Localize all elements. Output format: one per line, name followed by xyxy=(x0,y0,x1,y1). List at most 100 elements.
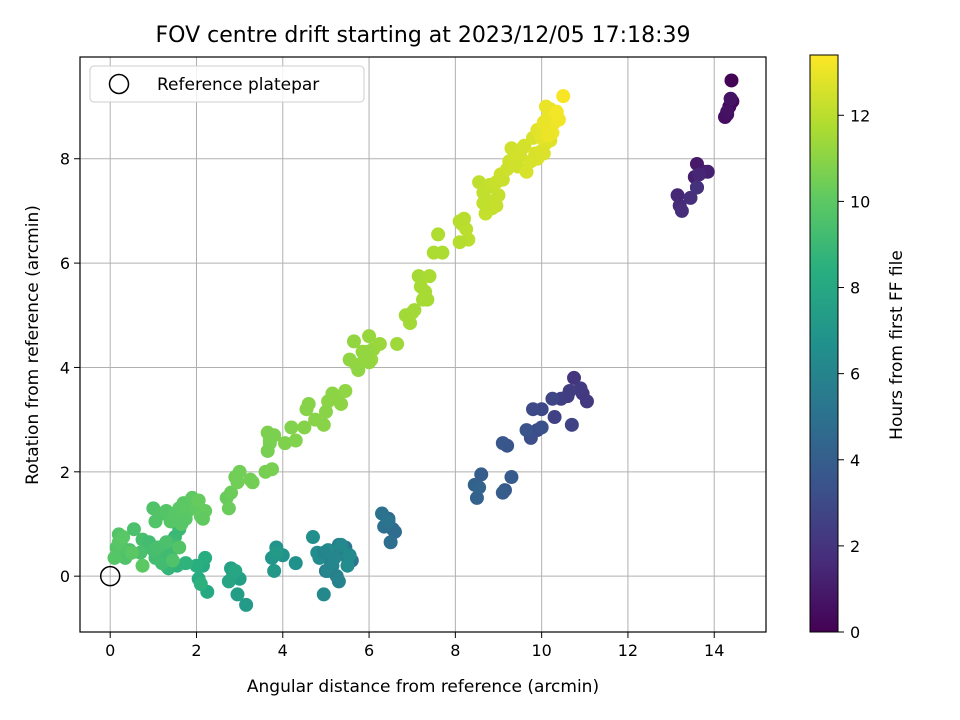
data-point xyxy=(431,227,446,242)
data-point xyxy=(172,540,187,555)
data-point xyxy=(720,104,735,119)
data-point xyxy=(277,436,292,451)
data-point xyxy=(297,420,312,435)
data-point xyxy=(403,316,418,331)
data-point xyxy=(556,89,571,104)
data-point xyxy=(383,535,398,550)
data-point xyxy=(221,574,236,589)
data-point xyxy=(674,203,689,218)
data-point xyxy=(489,198,504,213)
colorbar-tick-label: 10 xyxy=(850,192,870,211)
colorbar-tick-label: 6 xyxy=(850,365,860,384)
data-point xyxy=(230,475,245,490)
data-point xyxy=(264,462,279,477)
y-tick-label: 8 xyxy=(60,150,70,169)
data-point xyxy=(239,597,254,612)
data-point xyxy=(342,548,357,563)
data-point xyxy=(545,391,560,406)
colorbar-tick-label: 4 xyxy=(850,451,860,470)
data-point xyxy=(692,167,707,182)
x-tick-label: 14 xyxy=(704,641,724,660)
colorbar-ticks: 0 2 4 6 8 10 12 xyxy=(838,106,870,642)
data-point xyxy=(547,410,562,425)
data-point xyxy=(519,423,534,438)
data-point xyxy=(456,211,471,226)
plot-frame xyxy=(79,56,767,633)
data-point xyxy=(299,402,314,417)
data-point xyxy=(362,329,377,344)
colorbar-tick-label: 12 xyxy=(850,106,870,125)
data-point xyxy=(284,420,299,435)
data-point xyxy=(334,396,349,411)
data-point xyxy=(174,516,189,531)
data-point xyxy=(135,558,150,573)
data-point xyxy=(107,550,122,565)
y-axis-ticks: 0 2 4 6 8 xyxy=(60,150,80,586)
data-point xyxy=(288,433,303,448)
data-point xyxy=(124,545,139,560)
data-point xyxy=(191,493,206,508)
data-point xyxy=(331,574,346,589)
data-point xyxy=(267,563,282,578)
data-point xyxy=(189,558,204,573)
legend-entry: Reference platepar xyxy=(157,75,319,95)
reference-point-marker xyxy=(99,565,121,587)
colorbar: 0 2 4 6 8 10 12 Hours from first FF file xyxy=(809,54,907,642)
x-tick-label: 8 xyxy=(450,641,460,660)
data-point xyxy=(452,235,467,250)
data-point xyxy=(232,464,247,479)
data-point xyxy=(165,553,180,568)
y-tick-label: 6 xyxy=(60,254,70,273)
data-point xyxy=(195,511,210,526)
data-point xyxy=(338,383,353,398)
data-point xyxy=(362,355,377,370)
data-point xyxy=(260,443,275,458)
x-axis-ticks: 0 2 4 6 8 10 12 14 xyxy=(105,632,724,660)
data-point xyxy=(724,73,739,88)
data-point xyxy=(316,587,331,602)
data-point xyxy=(269,545,284,560)
y-tick-label: 2 xyxy=(60,463,70,482)
data-point xyxy=(495,436,510,451)
data-point xyxy=(351,363,366,378)
data-point xyxy=(126,522,141,537)
x-tick-label: 0 xyxy=(105,641,115,660)
data-point xyxy=(526,402,541,417)
data-point xyxy=(372,336,387,351)
y-tick-label: 4 xyxy=(60,358,70,377)
legend-marker xyxy=(108,73,130,95)
data-point xyxy=(327,550,342,565)
legend-box xyxy=(89,65,365,103)
data-point xyxy=(495,485,510,500)
data-point xyxy=(491,188,506,203)
legend: Reference platepar xyxy=(89,65,365,103)
data-point xyxy=(305,530,320,545)
chart-title: FOV centre drift starting at 2023/12/05 … xyxy=(156,23,691,48)
colorbar-tick-label: 0 xyxy=(850,623,860,642)
data-point xyxy=(381,514,396,529)
data-point xyxy=(243,472,258,487)
data-point xyxy=(469,490,484,505)
data-point xyxy=(474,467,489,482)
x-tick-label: 6 xyxy=(364,641,374,660)
data-point xyxy=(193,576,208,591)
data-point xyxy=(536,146,551,161)
data-point xyxy=(288,556,303,571)
data-point xyxy=(420,292,435,307)
y-axis-label: Rotation from reference (arcmin) xyxy=(23,205,43,485)
data-point xyxy=(538,99,553,114)
colorbar-tick-label: 2 xyxy=(850,537,860,556)
data-point xyxy=(159,535,174,550)
colorbar-gradient xyxy=(809,54,839,633)
x-tick-label: 4 xyxy=(278,641,288,660)
data-point xyxy=(359,344,374,359)
x-tick-label: 12 xyxy=(618,641,638,660)
data-point xyxy=(411,269,426,284)
colorbar-tick-label: 8 xyxy=(850,279,860,298)
data-points xyxy=(99,73,740,612)
data-point xyxy=(562,383,577,398)
data-point xyxy=(549,104,564,119)
data-point xyxy=(316,417,331,432)
data-point xyxy=(334,537,349,552)
